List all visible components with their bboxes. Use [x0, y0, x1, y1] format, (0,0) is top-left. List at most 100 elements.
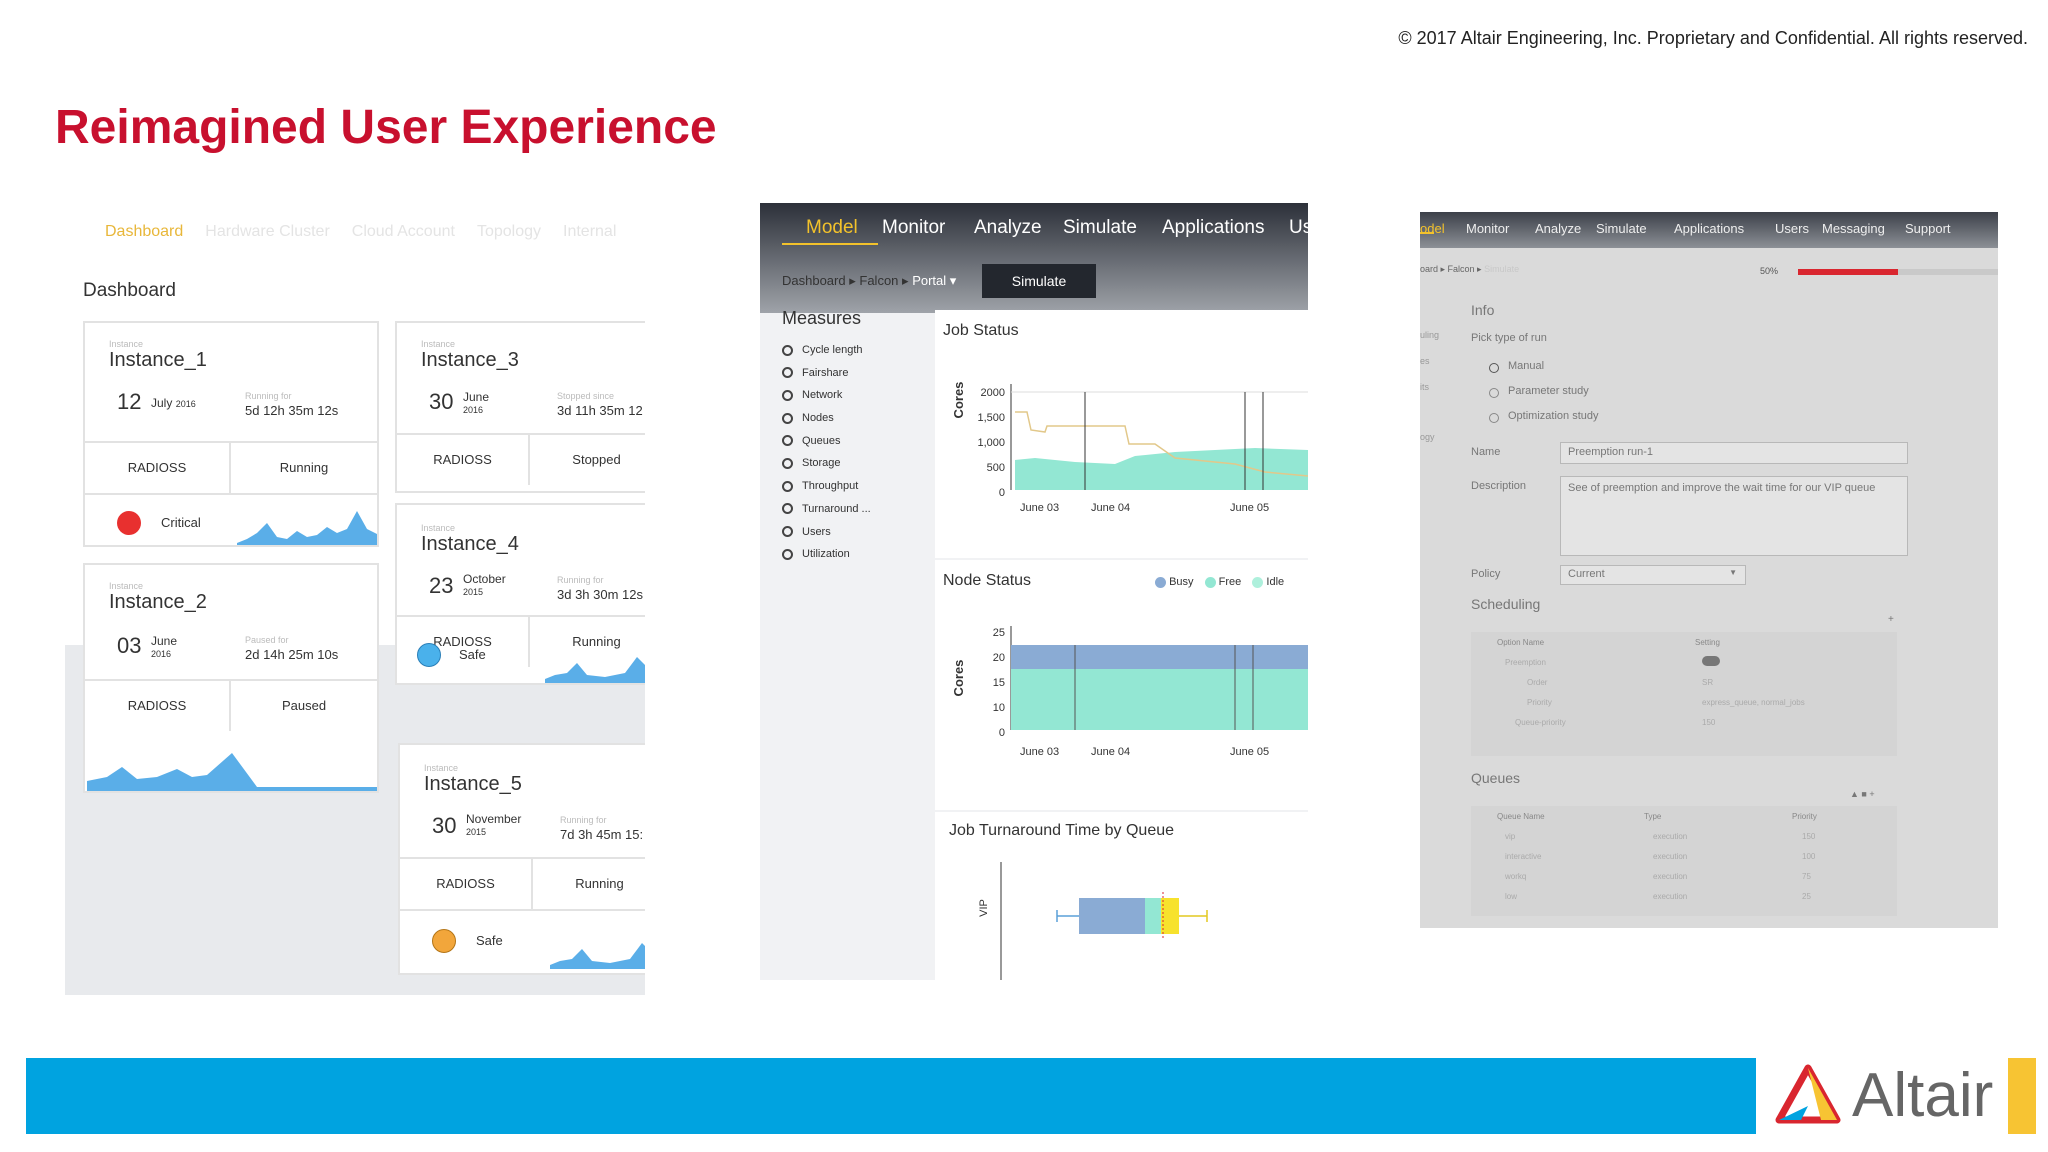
run-type-parameter[interactable]: Parameter study — [1508, 385, 1589, 397]
free-legend-icon — [1204, 576, 1216, 588]
job-status-card: Job Status Cores 2000 1,500 1,000 500 0 … — [935, 310, 1308, 558]
x-tick-label: June 04 — [1091, 746, 1130, 758]
nav-messaging[interactable]: Messaging — [1822, 221, 1885, 236]
nav-users[interactable]: Us — [1289, 217, 1308, 238]
tab-hardware-cluster[interactable]: Hardware Cluster — [205, 223, 330, 240]
instance-day: 03 — [117, 633, 142, 658]
nav-applications[interactable]: Applications — [1674, 221, 1745, 236]
x-tick-label: June 03 — [1020, 746, 1059, 758]
simulate-form-screenshot: odel Monitor Analyze Simulate Applicatio… — [1420, 212, 1998, 928]
measure-label: Nodes — [802, 412, 834, 425]
measure-item[interactable]: Utilization — [782, 543, 871, 566]
add-option-icon[interactable]: + — [1888, 614, 1894, 625]
copyright-notice: © 2017 Altair Engineering, Inc. Propriet… — [1398, 28, 2028, 48]
policy-select[interactable]: Current ▼ — [1560, 565, 1746, 585]
run-type-optimization[interactable]: Optimization study — [1508, 410, 1599, 422]
tab-topology[interactable]: Topology — [476, 223, 541, 240]
active-nav-underline — [1420, 232, 1434, 234]
radio-manual-icon[interactable] — [1489, 363, 1499, 373]
nav-model[interactable]: Model — [806, 217, 858, 238]
instance-health: Critical — [161, 515, 201, 530]
tab-cloud-account[interactable]: Cloud Account — [351, 223, 455, 240]
preemption-toggle[interactable] — [1702, 656, 1720, 666]
safe-status-icon — [432, 929, 456, 953]
breadcrumb-portal-dropdown[interactable]: Portal ▾ — [912, 273, 957, 288]
sched-option: Priority — [1527, 698, 1552, 707]
measure-item[interactable]: Fairshare — [782, 362, 871, 385]
simulate-button[interactable]: Simulate — [982, 264, 1096, 298]
breadcrumb-path[interactable]: oard ▸ Falcon ▸ — [1420, 264, 1482, 274]
instance-card-1[interactable]: Instance Instance_1 12 July 2016 Running… — [83, 321, 379, 547]
box-q3 — [1161, 898, 1179, 934]
measure-item[interactable]: Throughput — [782, 475, 871, 498]
legend-idle: Idle — [1266, 576, 1285, 588]
radio-icon — [782, 412, 793, 424]
side-item[interactable]: es — [1420, 356, 1430, 366]
nav-monitor[interactable]: Monitor — [1466, 221, 1510, 236]
queue-priority: 100 — [1802, 852, 1816, 861]
measure-item[interactable]: Storage — [782, 452, 871, 475]
instance-year: 2016 — [151, 649, 172, 659]
policy-value: Current — [1568, 568, 1605, 580]
radio-optimization-icon[interactable] — [1489, 413, 1499, 423]
side-item[interactable]: ogy — [1420, 432, 1435, 442]
instance-card-2[interactable]: Instance Instance_2 03 June 2016 Paused f… — [83, 563, 379, 793]
tab-dashboard[interactable]: Dashboard — [105, 223, 184, 240]
nav-applications[interactable]: Applications — [1162, 217, 1265, 238]
instance-app: RADIOSS — [400, 859, 533, 909]
description-label: Description — [1471, 480, 1527, 492]
measure-item[interactable]: Cycle length — [782, 339, 871, 362]
y-tick-label: 0 — [999, 487, 1005, 499]
active-nav-underline — [782, 243, 878, 245]
nav-simulate[interactable]: Simulate — [1063, 217, 1137, 238]
y-axis-label: Cores — [951, 660, 966, 697]
measure-item[interactable]: Network — [782, 384, 871, 407]
instance-card-3[interactable]: Instance Instance_3 30 June 2016 Stopped … — [395, 321, 645, 493]
description-textarea[interactable]: See of preemption and improve the wait t… — [1560, 476, 1908, 556]
name-input[interactable]: Preemption run-1 — [1560, 442, 1908, 464]
instance-name: Instance_1 — [109, 349, 207, 371]
measure-item[interactable]: Turnaround ... — [782, 498, 871, 521]
time-value: 3d 11h 35m 12 — [557, 403, 643, 418]
side-item[interactable]: its — [1420, 382, 1429, 392]
side-item[interactable]: uling — [1420, 330, 1440, 340]
nav-simulate[interactable]: Simulate — [1596, 221, 1647, 236]
radio-icon — [782, 503, 793, 515]
instance-app: RADIOSS — [85, 443, 231, 493]
instance-date: October 2015 — [463, 573, 506, 598]
measure-label: Fairshare — [802, 366, 849, 379]
nav-analyze[interactable]: Analyze — [1535, 221, 1582, 236]
legend-busy: Busy — [1169, 576, 1194, 588]
instance-month: June — [151, 634, 178, 648]
x-tick-label: June 05 — [1230, 502, 1269, 514]
measure-item[interactable]: Nodes — [782, 407, 871, 430]
queues-table: Queue Name Type Priority vip execution 1… — [1471, 806, 1897, 916]
radio-parameter-icon[interactable] — [1489, 388, 1499, 398]
instance-info-row: RADIOSS Running — [400, 857, 645, 909]
instance-card-5[interactable]: Instance Instance_5 30 November 2015 Runn… — [398, 743, 645, 975]
instance-health: Safe — [459, 647, 486, 662]
tab-internal[interactable]: Internal — [563, 223, 617, 240]
measure-item[interactable]: Users — [782, 521, 871, 544]
breadcrumb-dashboard[interactable]: Dashboard — [782, 273, 846, 288]
queue-actions-icon[interactable]: ▲ ■ + — [1850, 789, 1875, 799]
measure-item[interactable]: Queues — [782, 430, 871, 453]
box-q2 — [1145, 898, 1161, 934]
sched-option: Order — [1527, 678, 1548, 687]
instance-label: Instance — [109, 581, 144, 591]
run-type-manual[interactable]: Manual — [1508, 360, 1545, 372]
nav-support[interactable]: Support — [1905, 221, 1951, 236]
breadcrumb-falcon[interactable]: Falcon — [859, 273, 899, 288]
nav-analyze[interactable]: Analyze — [974, 217, 1042, 238]
y-tick-label: 2000 — [981, 387, 1005, 399]
nav-users[interactable]: Users — [1775, 221, 1809, 236]
breadcrumb: Dashboard ▸ Falcon ▸ Portal ▾ — [782, 273, 956, 289]
instance-month: June — [463, 390, 490, 404]
time-label: Running for — [245, 391, 292, 401]
sched-header-option: Option Name — [1497, 638, 1545, 647]
instance-label: Instance — [424, 763, 459, 773]
y-axis-label: Cores — [951, 382, 966, 419]
nav-monitor[interactable]: Monitor — [882, 217, 946, 238]
progress-label: 50% — [1760, 266, 1779, 276]
instance-status-row: Critical — [85, 493, 377, 545]
